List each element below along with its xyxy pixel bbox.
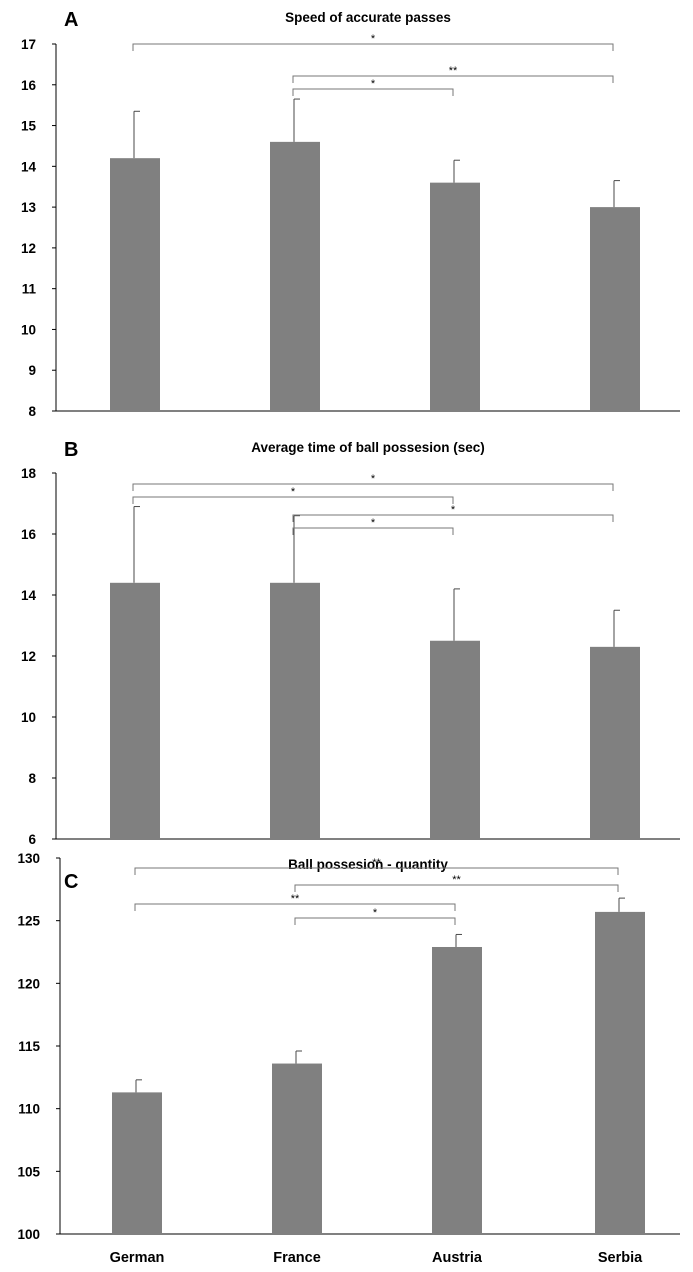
y-tick-label: 100: [17, 1227, 40, 1242]
y-tick-label: 130: [17, 851, 40, 866]
y-tick-label: 13: [21, 200, 37, 215]
significance-label: *: [373, 907, 378, 919]
chart-title: Ball possesion - quantity: [288, 857, 448, 872]
panel-letter: B: [64, 439, 78, 461]
category-label: Austria: [432, 1250, 483, 1266]
significance-bracket: [295, 885, 618, 892]
significance-bracket: [293, 76, 613, 83]
y-tick-label: 12: [21, 241, 36, 256]
y-tick-label: 14: [21, 588, 37, 603]
y-tick-label: 17: [21, 37, 36, 52]
bar-german: [112, 1092, 162, 1234]
y-tick-label: 110: [18, 1102, 40, 1117]
y-tick-label: 10: [21, 710, 36, 725]
bar-austria: [430, 641, 480, 839]
y-tick-label: 125: [17, 914, 40, 929]
chart-panel-a: A Speed of accurate passes 8 9 10 11 12 13 14 15 1…: [21, 9, 680, 419]
significance-bracket: [295, 918, 455, 925]
significance-label: *: [371, 517, 376, 529]
significance-label: *: [371, 473, 376, 485]
y-tick-label: 14: [21, 159, 37, 174]
panel-letter: C: [64, 871, 78, 893]
y-tick-label: 16: [21, 527, 37, 542]
bar-serbia: [590, 207, 640, 411]
y-tick-label: 115: [18, 1039, 40, 1054]
significance-label: *: [291, 486, 296, 498]
y-tick-label: 120: [17, 976, 40, 991]
significance-label: **: [372, 857, 381, 869]
bar-german: [110, 583, 160, 839]
panel-letter: A: [64, 9, 78, 31]
y-tick-label: 9: [28, 363, 36, 378]
y-tick-label: 6: [28, 832, 36, 847]
y-tick-label: 15: [21, 119, 37, 134]
y-tick-label: 12: [21, 649, 36, 664]
significance-bracket: [293, 89, 453, 96]
bar-france: [270, 142, 320, 411]
y-tick-label: 10: [21, 322, 36, 337]
category-label: Serbia: [598, 1250, 643, 1266]
y-tick-label: 8: [28, 771, 36, 786]
category-label: France: [273, 1250, 321, 1266]
chart-title: Speed of accurate passes: [285, 10, 451, 25]
y-tick-label: 11: [22, 282, 37, 297]
significance-bracket: [135, 904, 455, 911]
significance-label: *: [371, 78, 376, 90]
chart-title: Average time of ball possesion (sec): [251, 440, 485, 455]
significance-label: **: [291, 893, 300, 905]
significance-bracket: [133, 497, 453, 504]
significance-label: **: [449, 65, 458, 77]
category-label: German: [110, 1250, 165, 1266]
y-tick-label: 16: [21, 78, 37, 93]
bar-serbia: [595, 912, 645, 1234]
significance-label: **: [452, 874, 461, 886]
chart-panel-c: C Ball possesion - quantity 100 105 110 115 12…: [17, 851, 680, 1266]
bar-german: [110, 158, 160, 411]
significance-label: *: [371, 33, 376, 45]
y-tick-label: 18: [21, 466, 37, 481]
y-tick-label: 8: [28, 404, 36, 419]
significance-bracket: [133, 44, 613, 51]
bar-france: [272, 1064, 322, 1234]
bar-france: [270, 583, 320, 839]
bar-austria: [432, 947, 482, 1234]
significance-label: *: [451, 504, 456, 516]
chart-panel-b: B Average time of ball possesion (sec) 6 8 1…: [21, 439, 680, 847]
bar-serbia: [590, 647, 640, 839]
significance-bracket: [293, 528, 453, 535]
y-tick-label: 105: [17, 1164, 40, 1179]
significance-bracket: [293, 515, 613, 522]
significance-bracket: [133, 484, 613, 491]
bar-austria: [430, 183, 480, 411]
